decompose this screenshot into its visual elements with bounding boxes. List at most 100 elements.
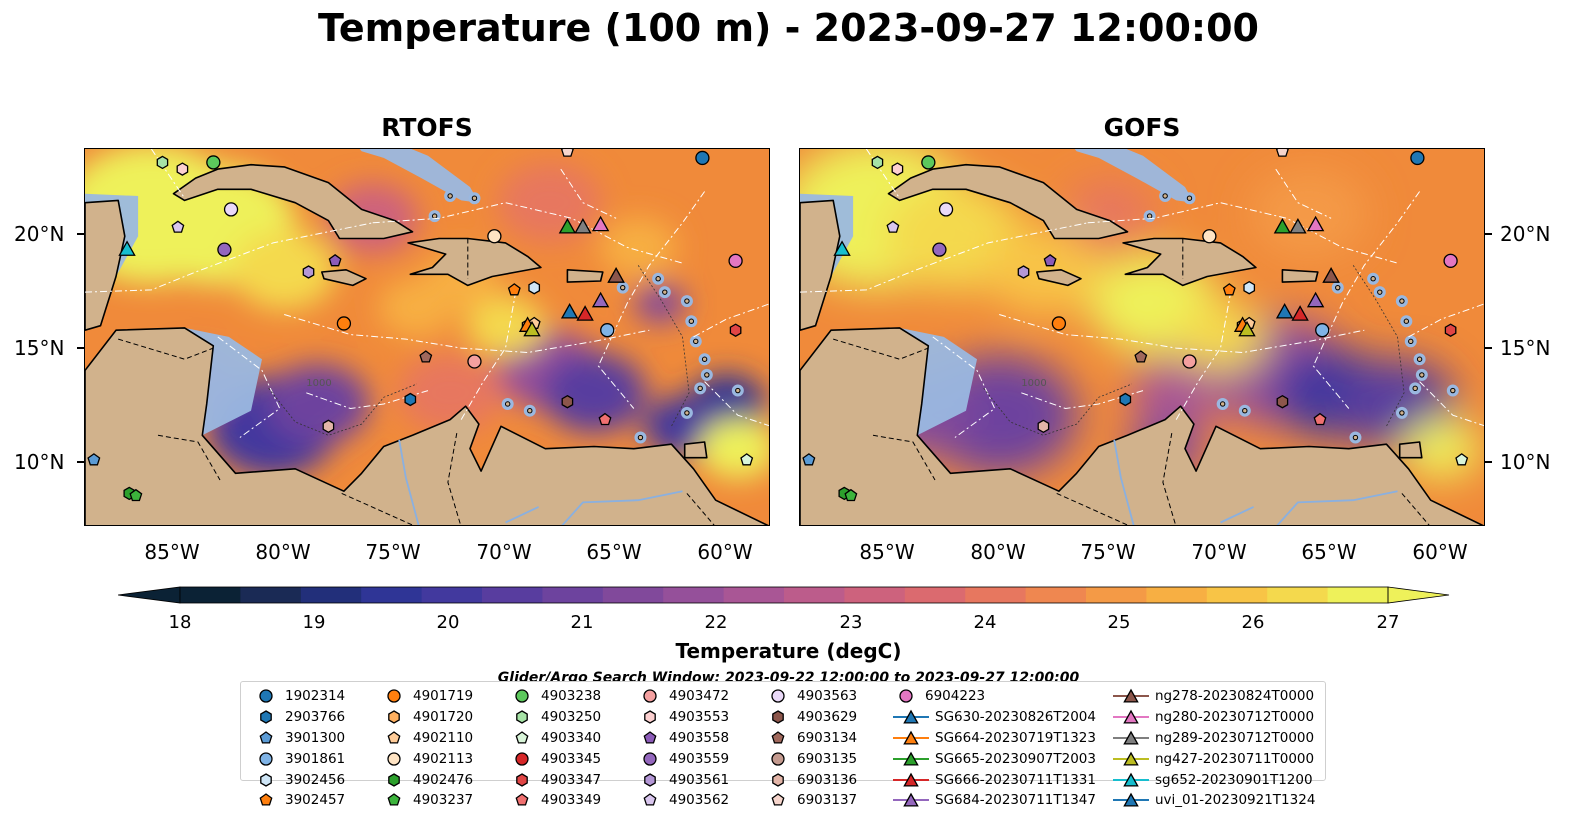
platform-marker-6904223[interactable] [728, 253, 743, 268]
platform-marker-SG684-20230711T1347[interactable] [591, 291, 610, 308]
platform-marker-4903629[interactable] [1276, 394, 1289, 409]
platform-marker-4903559[interactable] [217, 242, 232, 257]
legend-hexagon-icon[interactable] [516, 772, 528, 787]
legend-circle-icon[interactable] [771, 689, 785, 704]
platform-marker-4903237[interactable] [844, 488, 858, 502]
platform-marker-6903136[interactable] [1037, 419, 1050, 434]
legend-pentagon-icon[interactable] [387, 731, 401, 744]
rtofs-map[interactable]: 1000 [84, 148, 770, 526]
platform-marker-4903562[interactable] [886, 220, 900, 233]
platform-marker-4903472[interactable] [1182, 354, 1197, 369]
legend-circle-icon[interactable] [387, 689, 401, 704]
platform-marker-6904223[interactable] [1443, 253, 1458, 268]
platform-marker-SG666-20230711T1331[interactable] [576, 305, 594, 321]
platform-marker-4903250[interactable] [156, 155, 169, 170]
legend-triangle-icon[interactable] [1123, 689, 1139, 703]
legend-triangle-icon[interactable] [1123, 772, 1139, 787]
platform-marker-ng280-20230712T0000[interactable] [591, 215, 610, 232]
platform-marker-ng427-20230711T0000[interactable] [1238, 320, 1256, 337]
platform-marker-4903347[interactable] [1444, 323, 1457, 337]
legend-triangle-icon[interactable] [1123, 751, 1139, 766]
platform-marker-4903238[interactable] [206, 155, 221, 170]
platform-marker-SG665-20230907T2003[interactable] [558, 217, 577, 234]
platform-marker-6903136[interactable] [322, 419, 335, 434]
platform-marker-3901861[interactable] [600, 323, 615, 338]
platform-marker-ng280-20230712T0000[interactable] [1306, 215, 1325, 232]
legend-circle-icon[interactable] [515, 752, 529, 766]
platform-marker-4903340[interactable] [740, 453, 754, 466]
platform-marker-4903250[interactable] [871, 155, 884, 170]
platform-marker-4903558[interactable] [1043, 253, 1057, 267]
legend-pentagon-icon[interactable] [771, 793, 785, 806]
platform-marker-4903347[interactable] [729, 323, 742, 337]
platform-marker-3901300[interactable] [802, 453, 816, 466]
platform-marker-6903137[interactable] [560, 149, 574, 157]
gofs-map[interactable]: 1000 [799, 148, 1485, 526]
platform-marker-4903558[interactable] [328, 253, 342, 267]
platform-marker-3902456[interactable] [528, 280, 541, 295]
platform-marker-ng278-20230824T0000[interactable] [1322, 267, 1340, 283]
platform-marker-ng278-20230824T0000[interactable] [607, 267, 625, 283]
platform-marker-4903340[interactable] [1455, 453, 1469, 466]
platform-marker-4903349[interactable] [598, 412, 612, 426]
platform-marker-4903563[interactable] [938, 202, 954, 217]
platform-marker-sg652-20230901T1200[interactable] [118, 240, 136, 256]
platform-marker-4901719[interactable] [336, 316, 352, 331]
legend-hexagon-icon[interactable] [260, 710, 272, 724]
platform-marker-4903472[interactable] [467, 354, 482, 369]
legend-pentagon-icon[interactable] [643, 731, 657, 744]
platform-marker-4903553[interactable] [891, 162, 904, 176]
platform-marker-2903766[interactable] [1119, 392, 1132, 407]
legend-pentagon-icon[interactable] [259, 793, 273, 806]
legend-circle-icon[interactable] [387, 752, 401, 766]
platform-marker-ng289-20230712T0000[interactable] [574, 217, 592, 234]
platform-marker-ng289-20230712T0000[interactable] [1289, 217, 1307, 234]
legend-circle-icon[interactable] [643, 752, 657, 766]
platform-marker-uvi_01-20230921T1324[interactable] [560, 302, 579, 319]
legend-hexagon-icon[interactable] [644, 710, 656, 724]
legend-triangle-icon[interactable] [903, 772, 919, 787]
legend-circle-icon[interactable] [643, 689, 657, 704]
platform-marker-2903766[interactable] [404, 392, 417, 407]
platform-marker-sg652-20230901T1200[interactable] [833, 240, 851, 256]
legend-hexagon-icon[interactable] [516, 710, 528, 724]
platform-marker-6903134[interactable] [419, 350, 433, 363]
platform-marker-4902113[interactable] [1202, 229, 1217, 244]
platform-marker-SG684-20230711T1347[interactable] [1306, 291, 1325, 308]
platform-marker-3901300[interactable] [87, 453, 101, 466]
platform-marker-3902457[interactable] [1222, 283, 1236, 296]
legend-hexagon-icon[interactable] [388, 772, 400, 787]
platform-marker-1902314[interactable] [1410, 150, 1425, 166]
legend-circle-icon[interactable] [771, 752, 785, 766]
platform-marker-4903237[interactable] [129, 488, 143, 502]
legend-circle-icon[interactable] [259, 752, 273, 766]
legend-hexagon-icon[interactable] [772, 710, 784, 724]
platform-marker-4903563[interactable] [223, 202, 239, 217]
platform-marker-SG666-20230711T1331[interactable] [1291, 305, 1309, 321]
legend-hexagon-icon[interactable] [644, 772, 656, 787]
legend-triangle-icon[interactable] [903, 751, 919, 766]
legend-triangle-icon[interactable] [1123, 793, 1139, 807]
legend-pentagon-icon[interactable] [387, 793, 401, 806]
platform-marker-6903134[interactable] [1134, 350, 1148, 363]
platform-marker-4903559[interactable] [932, 242, 947, 257]
platform-marker-4901719[interactable] [1051, 316, 1067, 331]
legend-triangle-icon[interactable] [1123, 709, 1139, 724]
platform-marker-4902113[interactable] [487, 229, 502, 244]
platform-marker-3902457[interactable] [507, 283, 521, 296]
legend-circle-icon[interactable] [899, 689, 913, 704]
platform-marker-3902456[interactable] [1243, 280, 1256, 295]
platform-marker-4903561[interactable] [302, 265, 315, 279]
legend-hexagon-icon[interactable] [772, 772, 784, 787]
platform-marker-6903137[interactable] [1275, 149, 1289, 157]
platform-marker-4903238[interactable] [921, 155, 936, 170]
legend-pentagon-icon[interactable] [515, 793, 529, 806]
platform-marker-1902314[interactable] [695, 150, 710, 166]
platform-marker-uvi_01-20230921T1324[interactable] [1275, 302, 1294, 319]
platform-marker-4903629[interactable] [561, 394, 574, 409]
legend-triangle-icon[interactable] [903, 730, 919, 745]
legend-hexagon-icon[interactable] [388, 710, 400, 724]
legend-pentagon-icon[interactable] [259, 731, 273, 744]
platform-marker-4903349[interactable] [1313, 412, 1327, 426]
platform-marker-4903553[interactable] [176, 162, 189, 176]
